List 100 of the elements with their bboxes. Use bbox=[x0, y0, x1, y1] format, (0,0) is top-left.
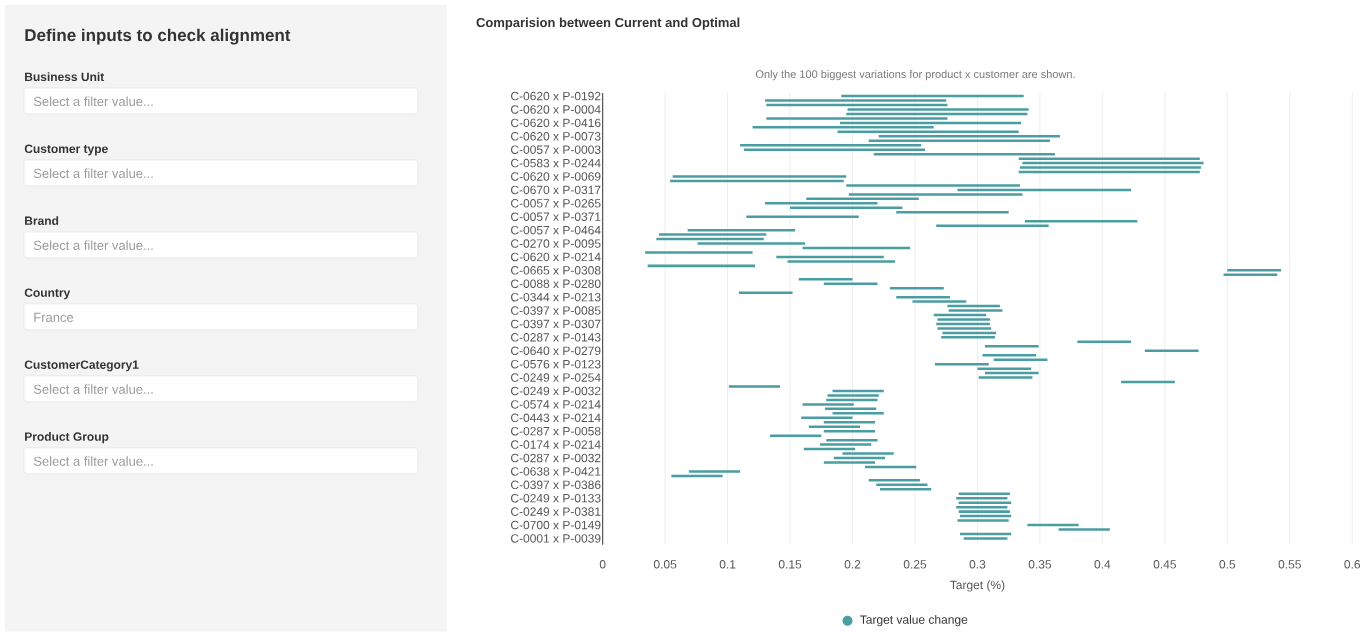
text: Brand bbox=[25, 216, 59, 226]
bar bbox=[746, 215, 859, 219]
bar bbox=[842, 452, 894, 455]
bar bbox=[937, 318, 990, 321]
legend-label: Target value change bbox=[860, 615, 968, 627]
y-tick-label: C-0620 x P-0416 bbox=[511, 118, 601, 128]
bar bbox=[848, 193, 1023, 196]
y-tick-label: C-0443 x P-0214 bbox=[511, 413, 601, 423]
bar bbox=[752, 126, 934, 129]
bar bbox=[880, 488, 932, 491]
y-tick-label: C-0287 x P-0032 bbox=[511, 453, 601, 463]
y-tick-label: C-0057 x P-0265 bbox=[511, 199, 601, 208]
x-tick-label: 0.45 bbox=[1153, 560, 1176, 569]
y-tick-label: C-0287 x P-0143 bbox=[511, 333, 601, 342]
bar bbox=[1019, 166, 1202, 170]
bar bbox=[802, 403, 854, 406]
y-tick-label: C-0583 x P-0244 bbox=[511, 159, 601, 168]
y-tick-label: C-0057 x P-0003 bbox=[511, 145, 601, 155]
bar bbox=[765, 99, 947, 102]
bar bbox=[688, 470, 741, 473]
y-tick-label: C-0670 x P-0317 bbox=[511, 185, 601, 195]
bar bbox=[1058, 528, 1110, 531]
text: France bbox=[34, 313, 74, 323]
bar bbox=[672, 175, 847, 178]
bar bbox=[645, 251, 753, 254]
bar bbox=[896, 211, 1009, 214]
bar bbox=[738, 291, 793, 295]
bar bbox=[823, 461, 875, 464]
x-tick-label: 0.3 bbox=[969, 560, 986, 569]
bar bbox=[977, 367, 1032, 371]
chart-subtitle: Only the 100 biggest variations for product x customer are shown. bbox=[755, 70, 1075, 81]
text: Select a filter value... bbox=[33, 96, 153, 107]
bar bbox=[1227, 269, 1282, 272]
x-tick-label: 0 bbox=[599, 560, 606, 569]
y-tick-label: C-0270 x P-0095 bbox=[511, 239, 601, 248]
x-tick-label: 0.5 bbox=[1219, 560, 1236, 569]
bar bbox=[941, 336, 995, 339]
y-tick-label: C-0640 x P-0279 bbox=[511, 346, 601, 356]
y-tick-label: C-0287 x P-0058 bbox=[511, 427, 601, 436]
x-tick-label: 0.55 bbox=[1278, 560, 1301, 569]
bar bbox=[936, 224, 1049, 228]
text: Select a filter value... bbox=[33, 456, 153, 467]
bar bbox=[957, 519, 1009, 522]
y-tick-label: C-0620 x P-0214 bbox=[511, 252, 601, 262]
bar bbox=[958, 501, 1012, 505]
y-tick-label: C-0620 x P-0004 bbox=[511, 105, 601, 114]
y-tick-label: C-0174 x P-0214 bbox=[511, 440, 601, 450]
y-tick-label: C-0249 x P-0133 bbox=[511, 494, 601, 503]
x-tick-label: 0.35 bbox=[1028, 560, 1052, 569]
bar bbox=[868, 479, 920, 482]
bar bbox=[658, 233, 767, 237]
bar bbox=[743, 148, 925, 152]
bar bbox=[912, 300, 967, 304]
bar bbox=[766, 117, 948, 120]
x-tick-label: 0.6 bbox=[1344, 560, 1361, 569]
bar bbox=[765, 202, 878, 205]
x-tick-label: 0.05 bbox=[653, 560, 677, 569]
x-tick-label: 0.25 bbox=[903, 560, 927, 569]
y-tick-label: C-0249 x P-0032 bbox=[511, 386, 601, 396]
y-tick-label: C-0397 x P-0307 bbox=[511, 319, 601, 329]
x-axis-title: Target (%) bbox=[950, 580, 1005, 592]
bar bbox=[697, 242, 806, 245]
y-tick-label: C-0344 x P-0213 bbox=[511, 293, 601, 302]
bar bbox=[993, 358, 1048, 362]
bar bbox=[963, 537, 1008, 540]
y-tick-label: C-0397 x P-0386 bbox=[511, 480, 601, 490]
y-tick-label: C-0620 x P-0073 bbox=[511, 132, 601, 141]
text: Define inputs to check alignment bbox=[25, 28, 291, 45]
bar bbox=[958, 510, 1010, 514]
y-tick-label: C-0638 x P-0421 bbox=[511, 467, 601, 476]
y-tick-label: C-0088 x P-0280 bbox=[511, 279, 601, 289]
bar bbox=[820, 443, 872, 447]
bar bbox=[832, 412, 884, 415]
bar bbox=[984, 345, 1039, 348]
y-tick-label: C-0001 x P-0039 bbox=[511, 534, 601, 543]
text: Select a filter value... bbox=[33, 168, 153, 179]
text: Customer type bbox=[24, 144, 108, 156]
text: CustomerCategory1 bbox=[24, 360, 139, 372]
chart-title: Comparision between Current and Optimal bbox=[476, 17, 740, 30]
y-tick-label: C-0249 x P-0254 bbox=[511, 373, 601, 383]
y-tick-label: C-0576 x P-0123 bbox=[511, 360, 601, 369]
y-tick-label: C-0574 x P-0214 bbox=[511, 400, 601, 409]
x-tick-label: 0.15 bbox=[778, 560, 802, 569]
y-tick-label: C-0397 x P-0085 bbox=[511, 306, 601, 315]
text: Select a filter value... bbox=[33, 384, 153, 395]
text: Business Unit bbox=[25, 72, 105, 82]
y-tick-label: C-0057 x P-0464 bbox=[511, 226, 601, 235]
y-tick-label: C-0700 x P-0149 bbox=[511, 520, 601, 530]
y-tick-label: C-0620 x P-0192 bbox=[511, 92, 601, 101]
bar bbox=[1018, 157, 1200, 161]
bar bbox=[787, 260, 895, 263]
y-tick-label: C-0620 x P-0069 bbox=[511, 172, 601, 181]
bar bbox=[770, 434, 822, 438]
bar bbox=[978, 376, 1033, 380]
bar bbox=[937, 327, 992, 330]
bar bbox=[846, 184, 1020, 187]
x-tick-label: 0.2 bbox=[844, 560, 861, 569]
x-tick-label: 0.4 bbox=[1094, 560, 1111, 569]
y-tick-label: C-0057 x P-0371 bbox=[511, 212, 601, 222]
bar bbox=[878, 135, 1060, 138]
